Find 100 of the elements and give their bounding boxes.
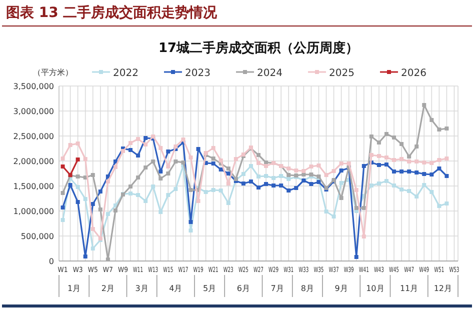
- point: [128, 184, 133, 188]
- point: [286, 188, 291, 192]
- point: [414, 170, 419, 174]
- point: [256, 174, 260, 178]
- point: [407, 160, 412, 164]
- y-tick-label: 3,000,000: [13, 107, 54, 116]
- point: [392, 170, 396, 174]
- point: [286, 173, 291, 177]
- point: [286, 177, 291, 181]
- point: [211, 188, 216, 192]
- point: [98, 190, 102, 194]
- point: [400, 142, 404, 146]
- point: [60, 206, 65, 210]
- point: [151, 160, 156, 164]
- point: [90, 246, 95, 250]
- point: [166, 164, 170, 168]
- point: [264, 164, 268, 168]
- point: [369, 153, 374, 157]
- point: [196, 199, 200, 203]
- point: [444, 174, 449, 178]
- legend-label: 2025: [329, 68, 354, 79]
- point: [136, 137, 140, 141]
- text: 5月: [203, 284, 216, 293]
- point: [241, 172, 246, 176]
- point: [234, 157, 238, 161]
- point: [106, 180, 110, 184]
- point: [362, 234, 366, 238]
- point: [302, 169, 306, 173]
- point: [400, 170, 404, 174]
- point: [362, 164, 366, 168]
- y-tick-label: 2,000,000: [13, 157, 54, 166]
- point: [309, 164, 314, 168]
- point: [407, 170, 412, 174]
- text: 8月: [300, 284, 314, 293]
- point: [346, 162, 351, 166]
- point: [76, 185, 80, 189]
- point: [339, 196, 344, 200]
- point: [430, 172, 434, 176]
- point: [414, 144, 419, 148]
- point: [144, 166, 148, 170]
- text: 2月: [101, 284, 114, 293]
- point: [60, 164, 65, 168]
- point: [414, 160, 419, 164]
- legend-label: 2022: [113, 68, 138, 79]
- text: 1月: [68, 284, 81, 293]
- chart-subtitle: 17城二手房成交面积（公历周度）: [158, 40, 359, 56]
- point: [407, 154, 412, 158]
- point: [437, 158, 442, 162]
- point: [256, 186, 260, 190]
- point: [60, 218, 65, 222]
- text: 6月: [236, 284, 250, 293]
- point: [218, 168, 223, 172]
- point: [144, 136, 148, 140]
- point: [444, 156, 449, 160]
- point: [369, 184, 374, 188]
- point: [430, 118, 434, 122]
- point: [136, 154, 140, 158]
- legend-label: 2024: [257, 68, 282, 79]
- point: [384, 132, 388, 136]
- chart-title: 图表 13 二手房成交面积走势情况: [6, 4, 218, 21]
- point: [354, 206, 358, 210]
- point: [174, 160, 178, 164]
- point: [437, 128, 442, 132]
- point: [400, 157, 404, 161]
- point: [196, 147, 200, 151]
- point: [392, 184, 396, 188]
- point: [174, 144, 178, 148]
- text: 4月: [169, 284, 182, 293]
- point: [113, 165, 118, 169]
- point: [113, 160, 118, 164]
- point: [83, 197, 88, 201]
- point: [272, 176, 276, 180]
- point: [264, 182, 268, 186]
- point: [106, 212, 110, 216]
- point: [339, 162, 344, 166]
- point: [279, 184, 284, 188]
- point: [248, 180, 253, 184]
- point: [422, 160, 426, 164]
- point: [384, 179, 388, 183]
- point: [144, 199, 148, 203]
- point: [369, 134, 374, 138]
- point: [256, 161, 260, 165]
- point: [76, 142, 80, 146]
- y-axis-title: （平方米）: [33, 68, 73, 77]
- point: [211, 156, 216, 160]
- point: [174, 187, 178, 191]
- point: [414, 194, 419, 198]
- point: [286, 166, 291, 170]
- point: [166, 193, 170, 197]
- point: [188, 228, 193, 232]
- point: [256, 153, 260, 157]
- point: [437, 204, 442, 208]
- point: [264, 174, 268, 178]
- point: [60, 156, 65, 160]
- y-tick-label: 1,000,000: [13, 207, 54, 216]
- point: [113, 208, 118, 212]
- point: [181, 160, 186, 164]
- point: [68, 183, 72, 187]
- point: [392, 136, 396, 140]
- point: [339, 168, 344, 172]
